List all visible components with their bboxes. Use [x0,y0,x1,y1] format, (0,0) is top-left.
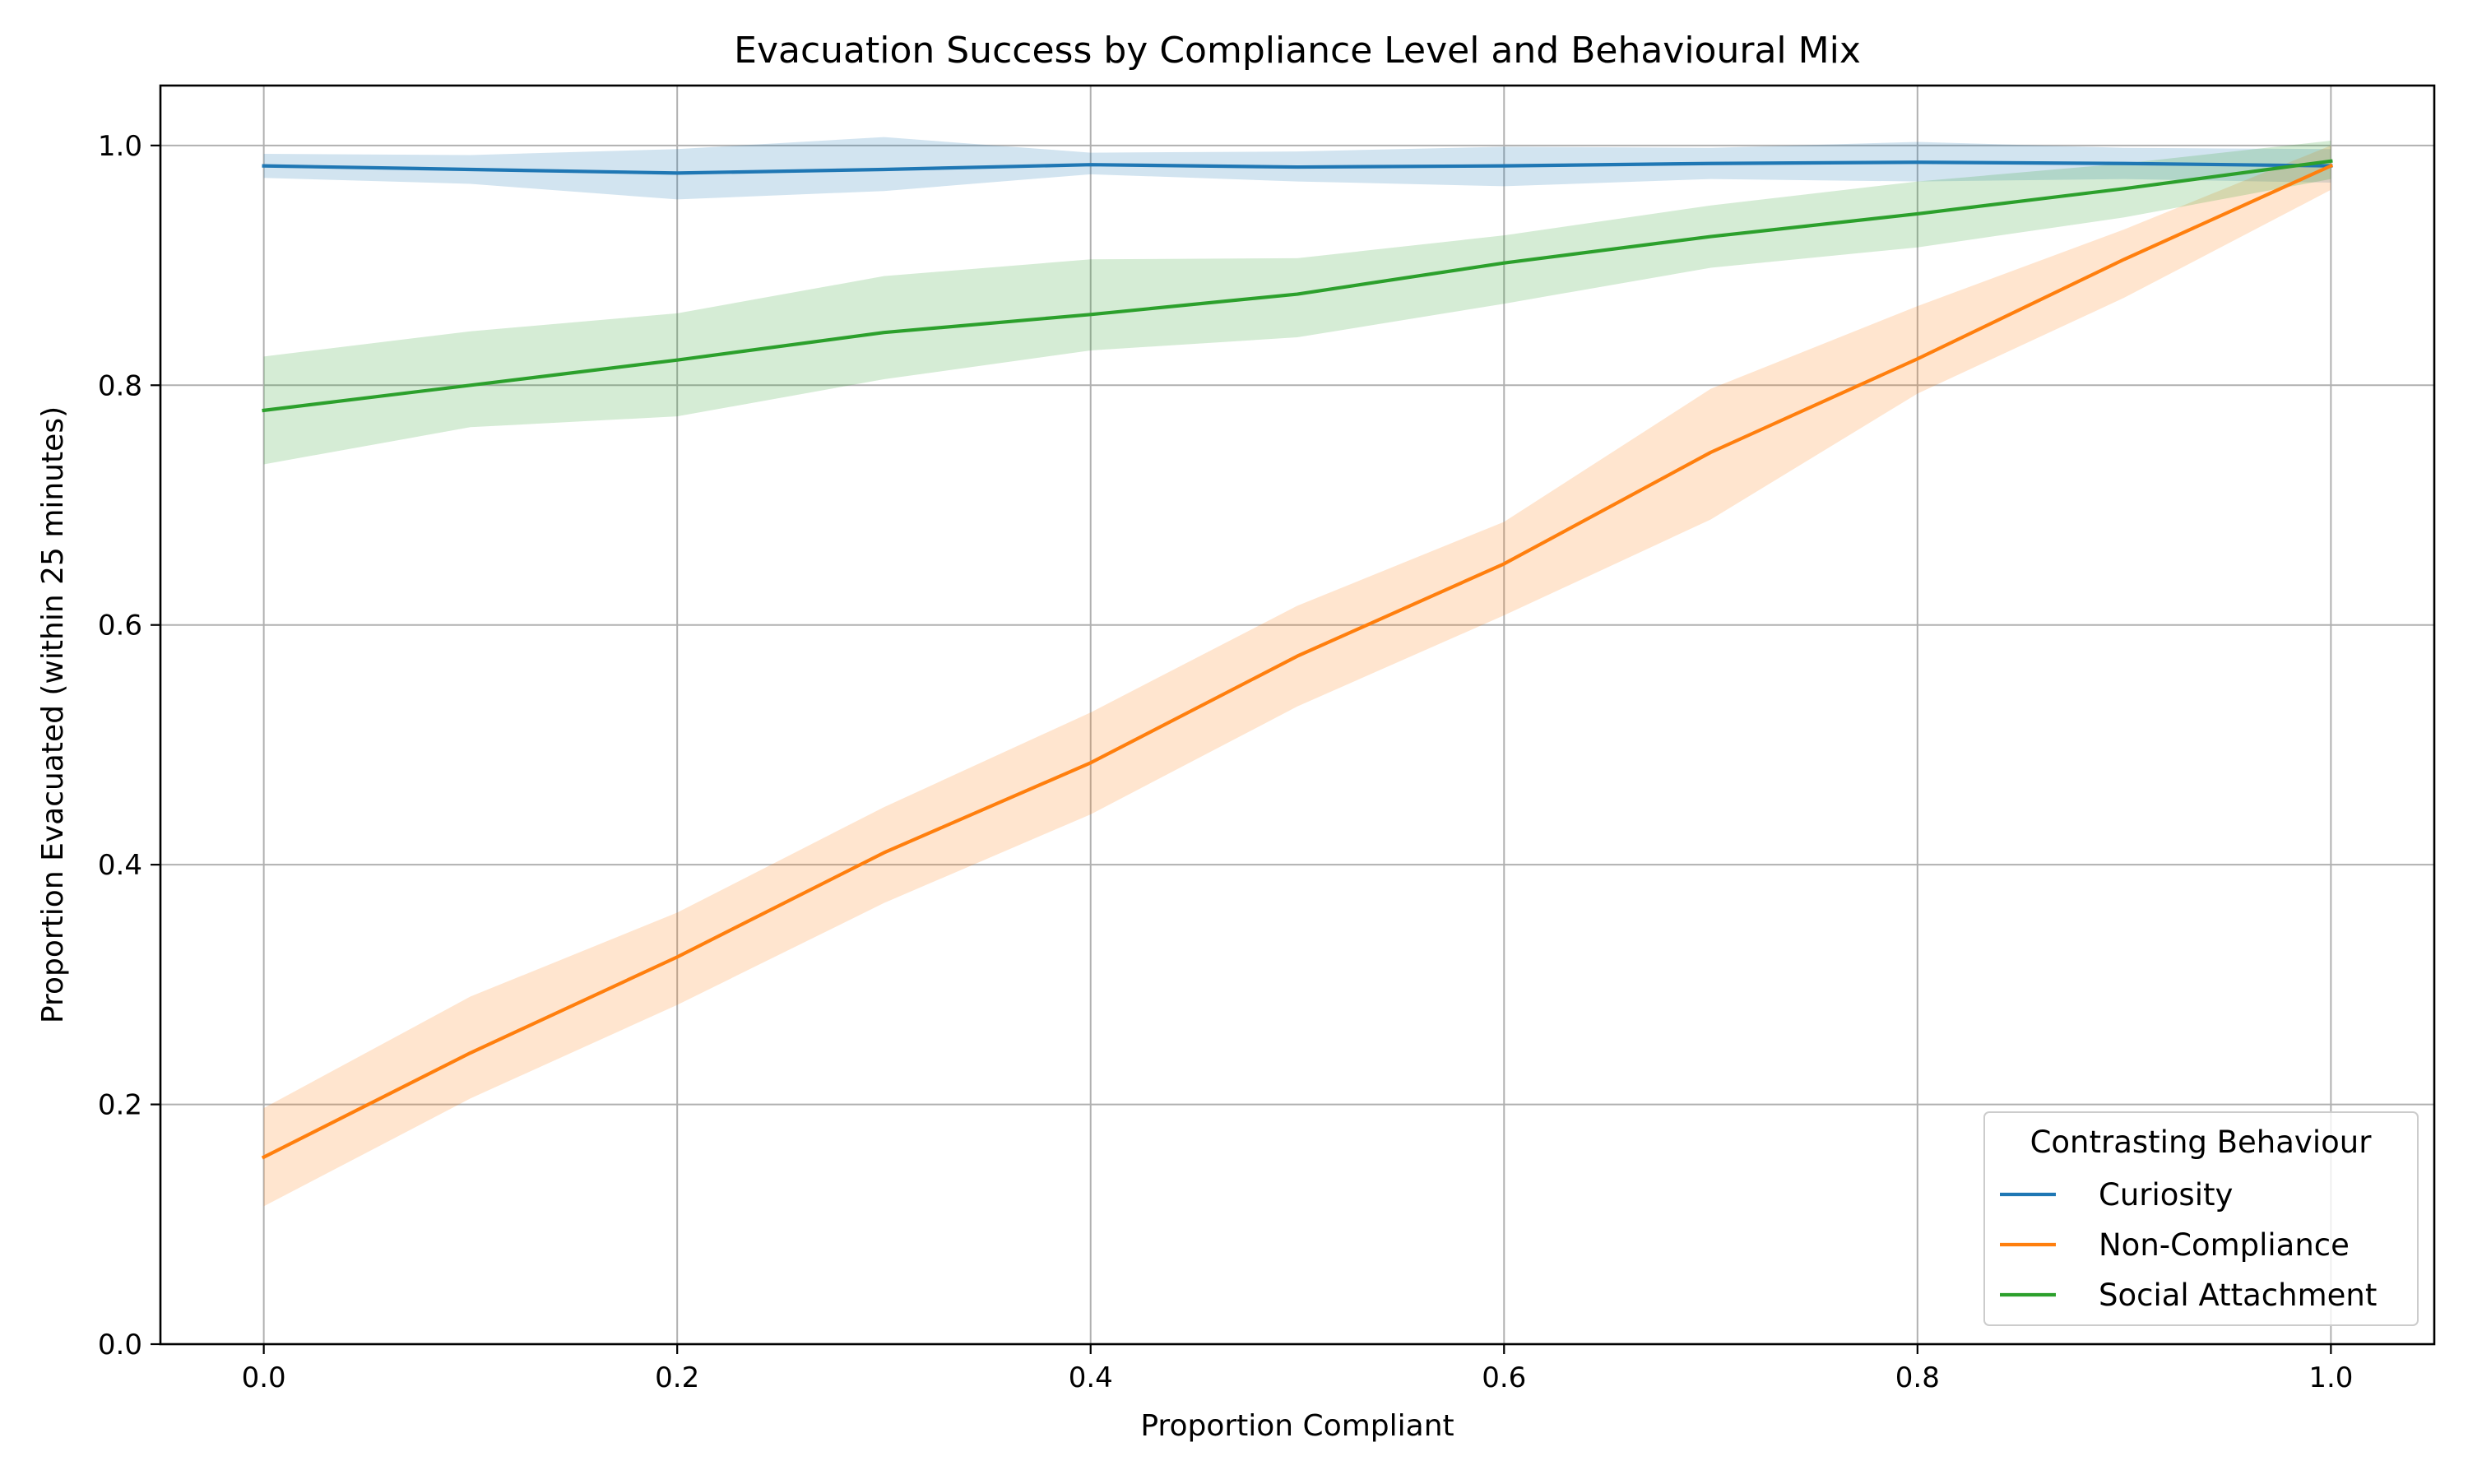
y-tick-label: 0.6 [98,610,142,642]
y-tick-label: 0.2 [98,1089,142,1122]
y-tick-label: 1.0 [98,130,142,163]
x-axis-label: Proportion Compliant [1140,1409,1454,1443]
y-tick-label: 0.8 [98,369,142,402]
series-lines [261,159,2334,1160]
legend-items: Curiosity Non-Compliance Social Attachment [2000,1177,2377,1313]
curiosity-line [262,160,2333,175]
y-tick-label: 0.0 [98,1329,142,1361]
x-tick-label: 1.0 [2308,1361,2353,1394]
y-axis-ticks: 0.0 0.2 0.4 0.6 0.8 1.0 [98,130,160,1361]
x-tick-label: 0.0 [242,1361,286,1394]
x-tick-label: 0.8 [1895,1361,1940,1394]
y-axis-label: Proportion Evacuated (within 25 minutes) [36,406,70,1023]
legend-box [1983,1111,2419,1326]
legend-label-curiosity: Curiosity [2099,1177,2233,1213]
legend-title: Contrasting Behaviour [2030,1125,2373,1160]
y-tick-label: 0.4 [98,849,142,882]
chart-title: Evacuation Success by Compliance Level a… [734,30,1861,72]
x-tick-label: 0.4 [1069,1361,1113,1394]
x-tick-label: 0.2 [655,1361,699,1394]
legend: Contrasting Behaviour Curiosity Non-Compl… [1983,1111,2419,1326]
social-attachment-band [263,141,2331,465]
x-tick-label: 0.6 [1482,1361,1526,1394]
non-compliance-band [263,145,2331,1207]
plot-frame [159,84,2436,1346]
x-axis-ticks: 0.0 0.2 0.4 0.6 0.8 1.0 [242,1344,2353,1394]
legend-label-social-attachment: Social Attachment [2099,1278,2377,1313]
social-attachment-line [262,159,2333,413]
confidence-bands [263,137,2331,1207]
legend-label-non-compliance: Non-Compliance [2099,1227,2350,1263]
non-compliance-line [261,163,2334,1160]
